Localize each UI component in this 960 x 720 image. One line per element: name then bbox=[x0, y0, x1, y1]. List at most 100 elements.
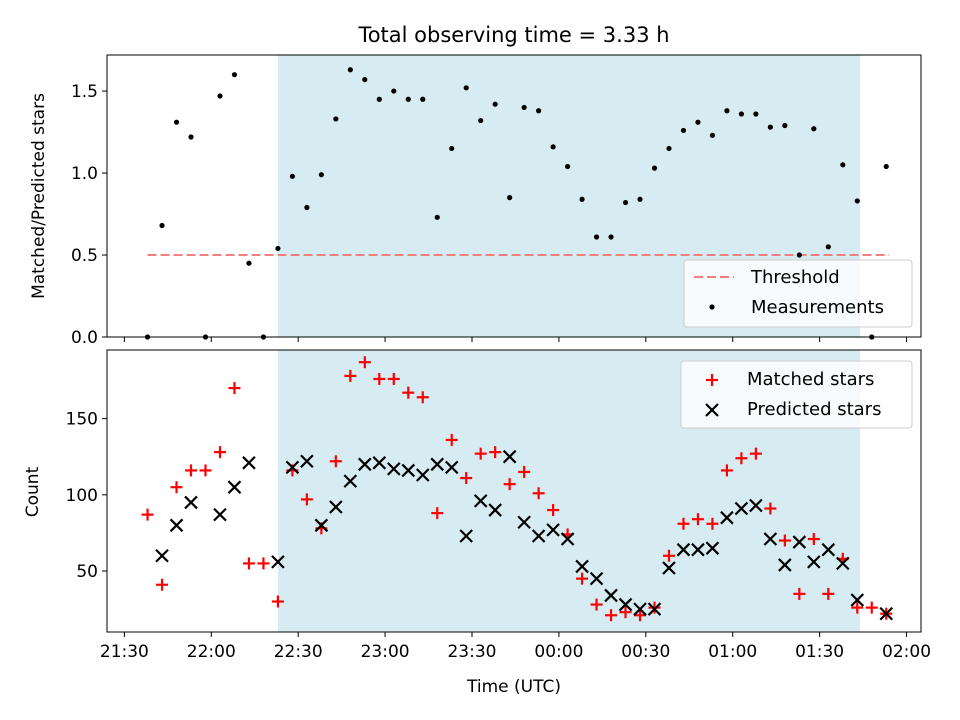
measurement-point bbox=[449, 145, 455, 152]
top-frame bbox=[106, 54, 922, 338]
marker-stroke bbox=[778, 558, 792, 572]
matched-star-point bbox=[228, 382, 241, 395]
predicted-star-point bbox=[836, 556, 850, 571]
matched-star-point bbox=[329, 455, 342, 468]
matched-star-point bbox=[242, 557, 255, 570]
marker-stroke bbox=[502, 449, 517, 464]
matched-star-point bbox=[691, 513, 704, 526]
predicted-star-point bbox=[459, 529, 473, 543]
predicted-star-point bbox=[662, 561, 676, 575]
matched-star-point bbox=[358, 356, 371, 369]
top-y-axis-label: Matched/Predicted stars bbox=[29, 93, 49, 299]
legend-predicted-label: Predicted stars bbox=[747, 399, 881, 420]
matched-star-point bbox=[619, 606, 632, 619]
bottom-frame bbox=[106, 349, 922, 633]
marker-stroke bbox=[387, 462, 401, 476]
marker-stroke bbox=[314, 518, 329, 533]
predicted-star-point bbox=[618, 597, 633, 612]
predicted-star-point bbox=[691, 542, 705, 557]
matched-star-point bbox=[764, 502, 777, 515]
predicted-star-point bbox=[850, 593, 865, 607]
predicted-star-point bbox=[343, 474, 358, 488]
predicted-star-point bbox=[329, 500, 343, 514]
y-tick-label: 50 bbox=[76, 562, 98, 582]
matched-star-point bbox=[865, 601, 878, 614]
predicted-star-point bbox=[415, 468, 430, 482]
legend-measurements-swatch bbox=[709, 304, 715, 310]
predicted-star-point bbox=[517, 515, 531, 530]
figure-title: Total observing time = 3.33 h bbox=[357, 23, 669, 47]
matched-star-point bbox=[662, 549, 675, 562]
marker-stroke bbox=[589, 571, 604, 586]
x-tick-label: 01:00 bbox=[708, 642, 757, 662]
marker-stroke bbox=[633, 602, 647, 616]
x-tick-label: 23:30 bbox=[447, 642, 496, 662]
matched-star-point bbox=[257, 557, 270, 570]
marker-stroke bbox=[676, 542, 691, 557]
marker-stroke bbox=[488, 503, 502, 517]
matched-star-point bbox=[170, 481, 183, 494]
marker-stroke bbox=[763, 532, 778, 546]
measurement-point bbox=[362, 76, 368, 83]
bottom-y-axis-label: Count bbox=[23, 466, 43, 517]
matched-star-point bbox=[431, 507, 444, 520]
predicted-star-point bbox=[792, 535, 807, 549]
measurement-point bbox=[304, 204, 310, 211]
matched-star-point bbox=[677, 517, 690, 530]
predicted-star-point bbox=[358, 457, 372, 472]
measurement-point bbox=[724, 108, 730, 114]
top-legend-box bbox=[683, 259, 913, 328]
bottom-x-axis: 21:30 22:00 22:30 23:00 23:30 00:00 00:30 01:00… bbox=[100, 632, 931, 662]
predicted-star-point bbox=[720, 510, 734, 525]
matched-star-point bbox=[807, 533, 820, 546]
matched-star-point bbox=[503, 478, 516, 491]
marker-stroke bbox=[459, 529, 473, 543]
marker-stroke bbox=[720, 510, 734, 525]
predicted-star-point bbox=[169, 518, 184, 533]
measurement-point bbox=[637, 196, 643, 202]
predicted-star-point bbox=[502, 449, 517, 464]
predicted-star-point bbox=[285, 460, 300, 475]
top-legend: Threshold Measurements bbox=[683, 259, 913, 328]
marker-stroke bbox=[705, 541, 720, 555]
matched-star-point bbox=[474, 447, 487, 460]
marker-stroke bbox=[329, 500, 343, 514]
measurement-point bbox=[593, 234, 600, 240]
matched-star-point bbox=[445, 433, 458, 446]
marker-stroke bbox=[821, 542, 836, 557]
marker-stroke bbox=[473, 494, 488, 508]
bottom-legend-box bbox=[680, 360, 913, 429]
bottom-legend: Matched stars Predicted stars bbox=[680, 360, 913, 429]
matched-star-point bbox=[387, 372, 400, 385]
measurement-point bbox=[564, 163, 571, 170]
x-tick-label: 23:00 bbox=[361, 642, 410, 662]
measurement-point bbox=[854, 198, 860, 204]
measurement-point bbox=[405, 96, 411, 102]
counts-series bbox=[141, 356, 894, 622]
x-tick-label: 00:30 bbox=[621, 642, 670, 662]
measurement-point bbox=[622, 199, 629, 206]
matched-star-point bbox=[185, 464, 198, 477]
legend-matched-label: Matched stars bbox=[747, 369, 874, 390]
measurement-point bbox=[825, 244, 831, 250]
marker-stroke bbox=[691, 542, 705, 557]
marker-stroke bbox=[271, 555, 285, 569]
predicted-star-point bbox=[604, 588, 618, 603]
matched-star-point bbox=[489, 446, 502, 459]
measurement-point bbox=[347, 67, 353, 73]
measurement-point bbox=[753, 111, 759, 117]
matched-star-point bbox=[720, 464, 733, 477]
marker-stroke bbox=[372, 456, 387, 470]
predicted-star-point bbox=[734, 501, 749, 516]
marker-stroke bbox=[401, 463, 416, 478]
predicted-star-point bbox=[546, 523, 560, 537]
predicted-star-point bbox=[778, 558, 792, 572]
legend-matched-swatch bbox=[706, 374, 718, 386]
measurement-point bbox=[767, 124, 773, 130]
marker-stroke bbox=[879, 606, 894, 621]
measurement-point bbox=[666, 145, 672, 152]
marker-stroke bbox=[227, 480, 242, 494]
marker-stroke bbox=[546, 523, 560, 537]
marker-stroke bbox=[749, 498, 763, 513]
marker-stroke bbox=[618, 597, 633, 612]
